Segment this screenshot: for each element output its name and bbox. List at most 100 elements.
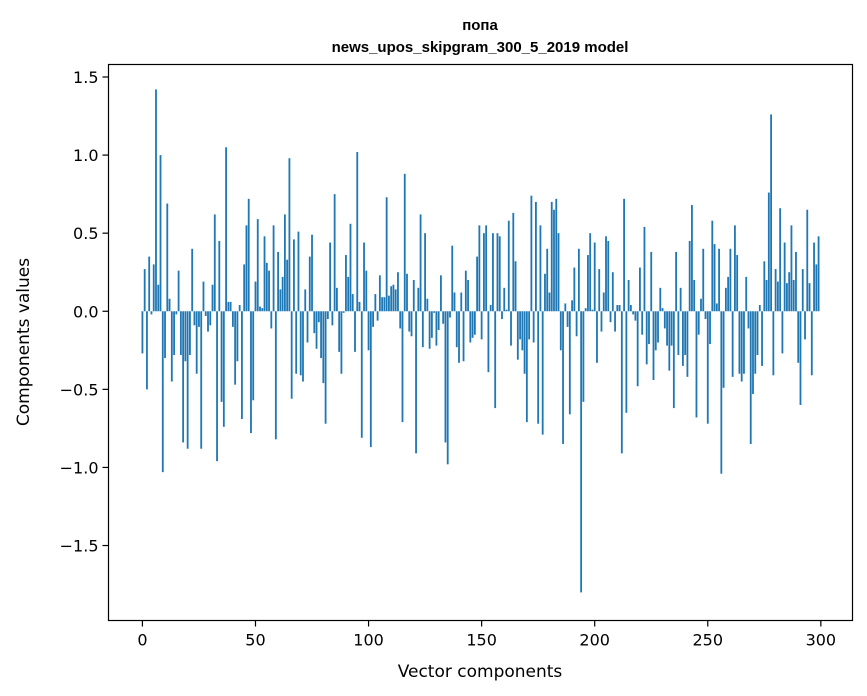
bar-259 <box>727 276 730 312</box>
bar-205 <box>605 236 607 312</box>
bar-166 <box>516 311 519 360</box>
bar-1 <box>143 269 146 312</box>
bar-190 <box>571 300 573 312</box>
bar-93 <box>351 294 354 312</box>
bar-273 <box>758 305 761 312</box>
bar-94 <box>354 311 356 352</box>
bar-203 <box>600 311 603 332</box>
bar-181 <box>550 201 553 312</box>
plot-frame <box>107 63 854 622</box>
bar-35 <box>220 311 223 402</box>
bar-114 <box>399 311 402 329</box>
bar-298 <box>815 264 818 312</box>
bar-85 <box>333 194 336 312</box>
bar-154 <box>489 305 492 312</box>
bar-9 <box>161 311 164 473</box>
bar-78 <box>317 311 320 323</box>
bar-186 <box>562 311 564 445</box>
bar-108 <box>385 197 388 312</box>
bar-211 <box>618 305 621 312</box>
bar-187 <box>564 303 567 312</box>
bar-82 <box>326 311 329 320</box>
bar-288 <box>792 280 795 312</box>
bar-260 <box>729 248 732 312</box>
bar-0 <box>141 311 144 354</box>
bar-134 <box>444 311 447 443</box>
bar-13 <box>170 311 173 382</box>
bar-120 <box>412 280 415 312</box>
bar-110 <box>390 286 393 312</box>
bar-200 <box>593 242 596 312</box>
bar-184 <box>557 233 560 312</box>
bar-209 <box>614 311 616 332</box>
bar-61 <box>279 289 282 312</box>
bar-248 <box>702 248 705 312</box>
bar-191 <box>573 267 576 312</box>
bar-180 <box>548 292 551 312</box>
bar-237 <box>677 311 680 355</box>
bar-130 <box>435 311 438 346</box>
y-tick-label: 1.5 <box>73 68 98 87</box>
bar-235 <box>672 311 675 409</box>
bar-143 <box>464 270 467 312</box>
bar-136 <box>449 311 451 318</box>
bar-177 <box>541 311 544 435</box>
bar-44 <box>241 311 243 420</box>
y-tick-label: −1.5 <box>60 537 99 556</box>
bar-98 <box>363 242 365 312</box>
bar-267 <box>745 276 748 312</box>
y-tick-label: −1.0 <box>60 458 99 477</box>
bar-163 <box>510 311 512 346</box>
bar-244 <box>693 280 696 312</box>
bar-170 <box>525 311 528 423</box>
bar-219 <box>636 311 639 387</box>
bar-12 <box>168 298 171 312</box>
bar-161 <box>505 309 508 312</box>
bar-223 <box>645 311 648 365</box>
bar-225 <box>650 251 653 312</box>
bar-21 <box>189 311 191 355</box>
bar-208 <box>611 272 614 312</box>
bar-41 <box>234 311 237 385</box>
bar-84 <box>331 311 334 326</box>
bar-32 <box>213 214 216 312</box>
bar-5 <box>152 264 155 312</box>
bar-14 <box>173 311 175 355</box>
bar-62 <box>281 276 284 312</box>
bar-230 <box>661 308 664 312</box>
bar-293 <box>804 311 806 340</box>
bar-174 <box>535 201 537 312</box>
bar-22 <box>191 248 194 312</box>
bar-253 <box>713 244 716 312</box>
bar-243 <box>691 205 693 312</box>
bar-103 <box>374 294 377 312</box>
bar-171 <box>528 311 531 340</box>
bar-229 <box>659 287 662 312</box>
bar-111 <box>392 284 395 312</box>
bar-58 <box>272 225 275 312</box>
bar-164 <box>512 212 515 312</box>
bar-76 <box>313 311 316 334</box>
bar-142 <box>462 311 465 362</box>
x-tick-label: 250 <box>692 631 723 650</box>
bar-291 <box>799 311 802 405</box>
bar-97 <box>360 311 363 438</box>
bar-261 <box>731 311 734 377</box>
bar-99 <box>365 270 368 312</box>
bar-95 <box>356 151 359 312</box>
bar-71 <box>302 311 304 382</box>
bar-262 <box>734 225 736 312</box>
bar-115 <box>401 311 404 423</box>
bar-206 <box>607 240 610 312</box>
bar-33 <box>216 311 218 462</box>
bar-60 <box>277 251 280 312</box>
bar-275 <box>763 261 766 312</box>
bar-289 <box>795 251 797 312</box>
bar-50 <box>254 281 257 312</box>
bar-27 <box>202 281 205 312</box>
bar-168 <box>521 311 524 351</box>
bar-64 <box>286 259 289 312</box>
bar-137 <box>451 245 454 312</box>
bar-52 <box>259 306 261 312</box>
bar-56 <box>268 270 270 312</box>
